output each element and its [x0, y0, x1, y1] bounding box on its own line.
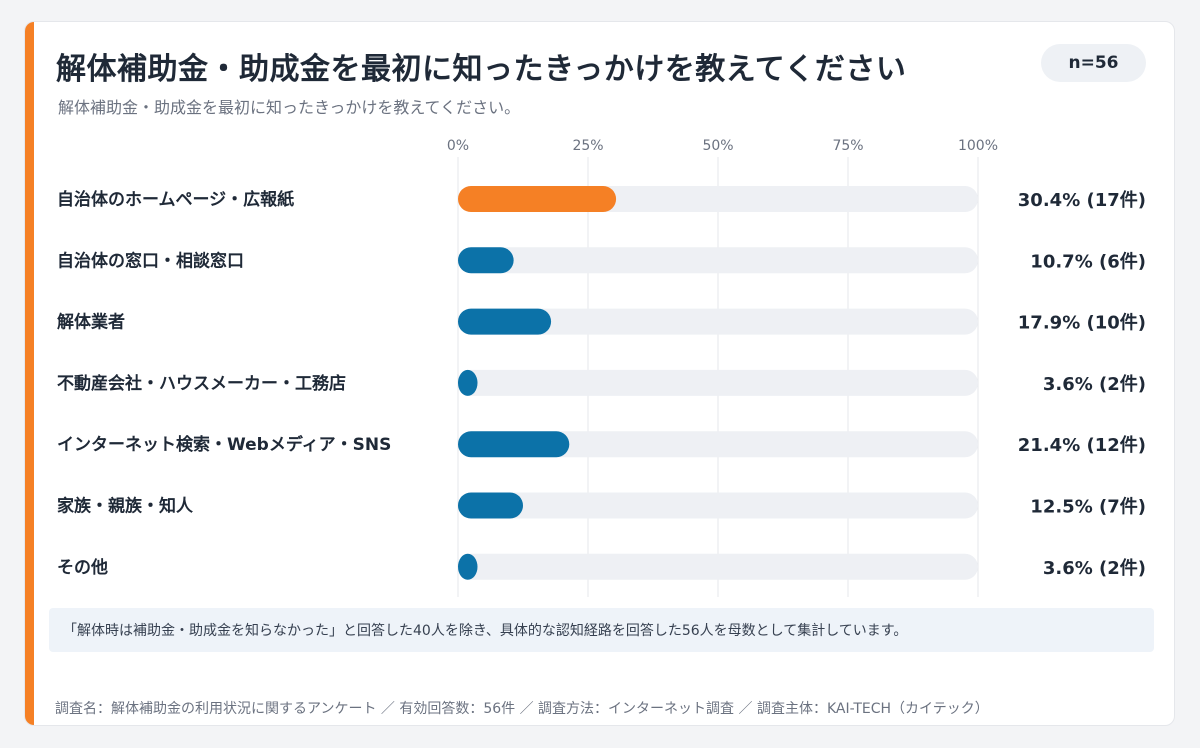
category-label: 解体業者 [57, 312, 125, 333]
category-label: 家族・親族・知人 [57, 496, 194, 517]
bar-track [458, 492, 978, 519]
bar [458, 308, 552, 335]
survey-footer: 調査名：解体補助金の利用状況に関するアンケート ／ 有効回答数：56件 ／ 調査… [55, 701, 989, 717]
sample-size-badge: n=56 [1041, 44, 1146, 82]
accent-stripe [25, 22, 34, 725]
category-label: 自治体の窓口・相談窓口 [57, 250, 244, 271]
bar [458, 431, 570, 458]
value-label: 30.4% (17件) [1018, 189, 1146, 211]
value-label: 12.5% (7件) [1030, 496, 1146, 518]
x-tick-label: 75% [832, 138, 863, 154]
bar [458, 553, 478, 580]
chart-card: 解体補助金・助成金を最初に知ったきっかけを教えてください 解体補助金・助成金を最… [24, 21, 1175, 726]
note-box: 「解体時は補助金・助成金を知らなかった」と回答した40人を除き、具体的な認知経路… [49, 608, 1154, 652]
category-label: 自治体のホームページ・広報紙 [57, 189, 294, 210]
x-tick-label: 100% [958, 138, 998, 154]
value-label: 3.6% (2件) [1043, 373, 1146, 395]
value-label: 10.7% (6件) [1030, 250, 1146, 272]
bar [458, 492, 523, 519]
chart-title: 解体補助金・助成金を最初に知ったきっかけを教えてください [56, 52, 907, 87]
bar-track [458, 247, 978, 274]
bar [458, 247, 514, 274]
value-label: 21.4% (12件) [1018, 434, 1146, 456]
value-label: 3.6% (2件) [1043, 557, 1146, 579]
chart-subtitle: 解体補助金・助成金を最初に知ったきっかけを教えてください。 [58, 98, 521, 117]
x-tick-label: 0% [447, 138, 469, 154]
category-label: その他 [57, 557, 108, 578]
bar-track [458, 308, 978, 335]
bar-track [458, 369, 978, 396]
bar [458, 369, 478, 396]
x-tick-label: 25% [572, 138, 603, 154]
bar-track [458, 553, 978, 580]
bar-track [458, 431, 978, 458]
bar [458, 186, 617, 212]
category-label: 不動産会社・ハウスメーカー・工務店 [57, 373, 346, 394]
bar-chart: 0% 25% 50% 75% 100% 自治体のホームページ・広報紙 30.4% (17件)… [57, 138, 1146, 597]
x-tick-label: 50% [702, 138, 733, 154]
category-label: インターネット検索・Webメディア・SNS [57, 434, 391, 455]
value-label: 17.9% (10件) [1018, 312, 1146, 334]
